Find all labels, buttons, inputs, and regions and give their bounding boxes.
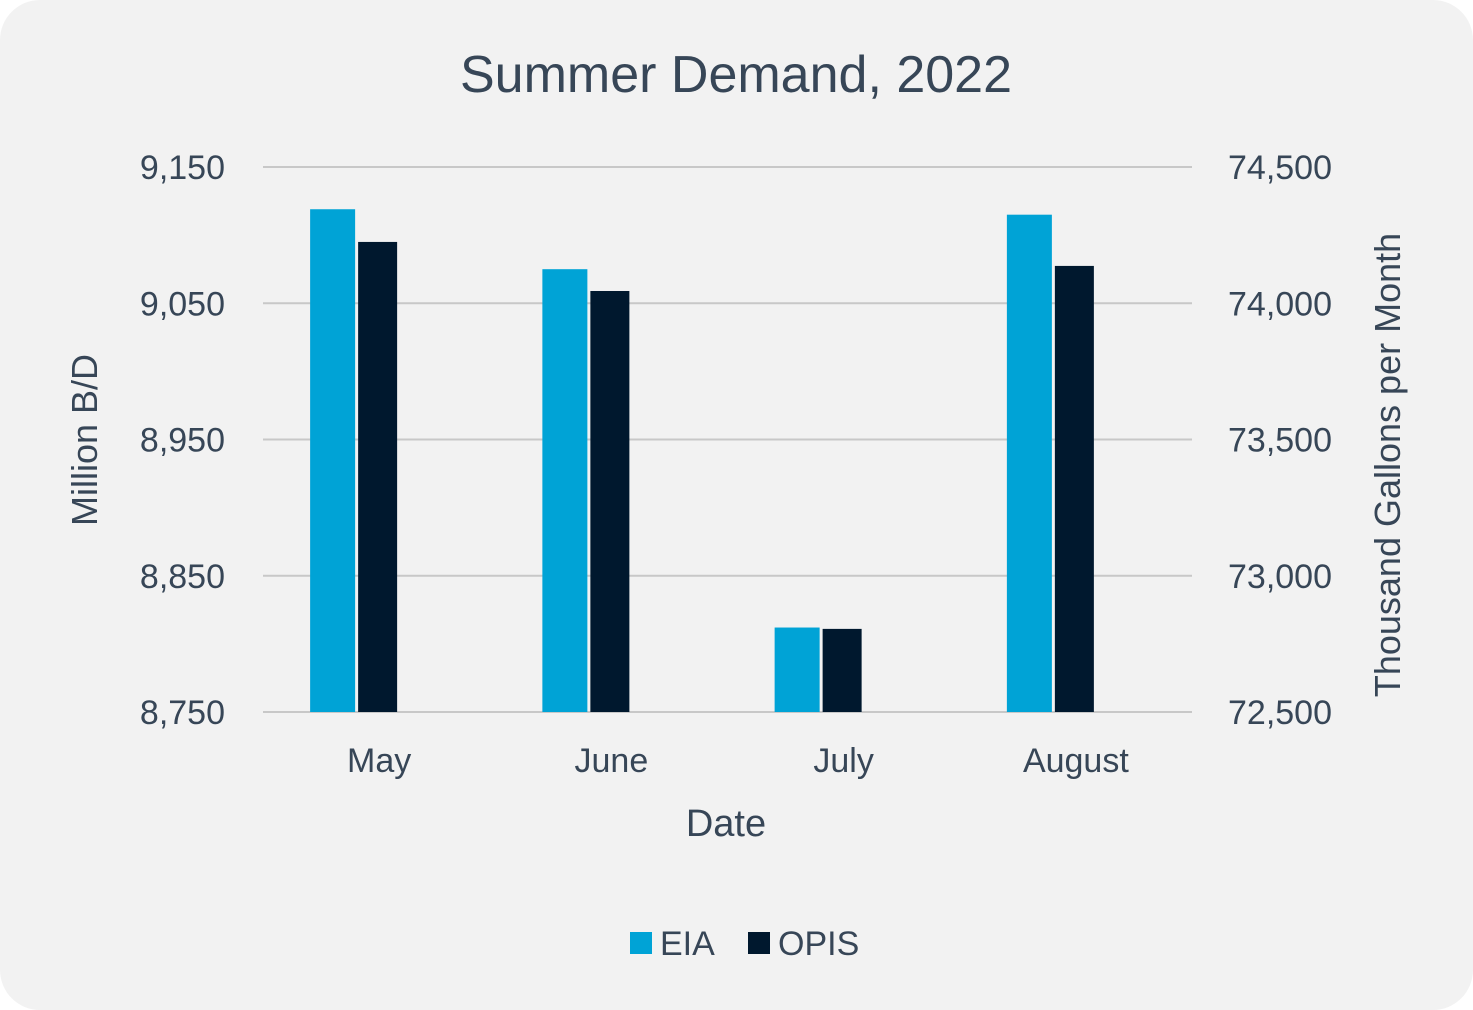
legend-label-opis: OPIS xyxy=(778,925,859,963)
legend-swatch-opis xyxy=(748,932,770,954)
y-axis-title: Million B/D xyxy=(64,354,105,526)
y-tick-label: 8,750 xyxy=(140,694,225,732)
bar-opis-july xyxy=(822,628,862,712)
x-tick-label: August xyxy=(1023,742,1129,780)
legend-label-eia: EIA xyxy=(660,925,715,963)
y2-tick-label: 72,500 xyxy=(1228,694,1332,732)
x-tick-label: June xyxy=(575,742,649,780)
bar-eia-july xyxy=(774,627,820,712)
bar-opis-may xyxy=(358,241,398,712)
bar-eia-august xyxy=(1006,214,1052,712)
bar-opis-june xyxy=(590,290,630,712)
y-tick-label: 8,950 xyxy=(140,422,225,460)
chart-title: Summer Demand, 2022 xyxy=(460,46,1012,104)
x-tick-label: May xyxy=(347,742,411,780)
x-axis-title: Date xyxy=(686,803,766,845)
x-tick-label: July xyxy=(813,742,873,780)
y-tick-label: 8,850 xyxy=(140,558,225,596)
y2-axis-title: Thousand Gallons per Month xyxy=(1367,233,1408,697)
bar-opis-august xyxy=(1054,265,1094,712)
y-tick-label: 9,150 xyxy=(140,149,225,187)
y2-tick-label: 74,500 xyxy=(1228,149,1332,187)
y-tick-label: 9,050 xyxy=(140,285,225,323)
y2-tick-label: 74,000 xyxy=(1228,285,1332,323)
y2-tick-label: 73,000 xyxy=(1228,558,1332,596)
legend-swatch-eia xyxy=(630,932,652,954)
y2-tick-label: 73,500 xyxy=(1228,422,1332,460)
bar-eia-june xyxy=(542,269,588,712)
bar-eia-may xyxy=(310,209,356,713)
